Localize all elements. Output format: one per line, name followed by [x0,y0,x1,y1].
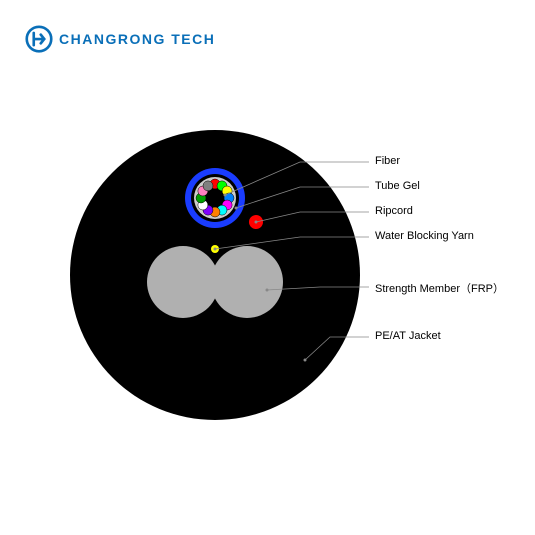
labels-layer: Fiber Tube Gel Ripcord Water Blocking Yarn S… [0,0,535,535]
canvas: CHANGRONG TECH FiberTube GelRipcordWater… [0,0,535,535]
diagram-label: Water Blocking Yarn [375,230,474,242]
diagram-label: Strength Member（FRP） [375,280,504,296]
diagram-label: Ripcord [375,205,413,217]
diagram-label: Fiber [375,155,400,167]
diagram-label: Tube Gel [375,180,420,192]
diagram-label: PE/AT Jacket [375,330,441,342]
